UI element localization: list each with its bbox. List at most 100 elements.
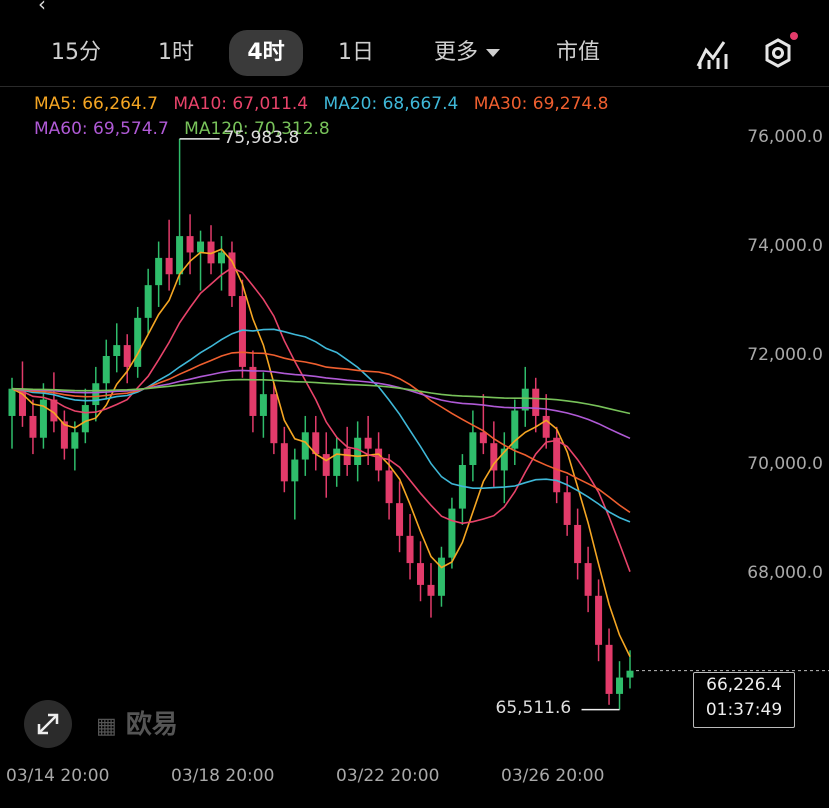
candle-body (553, 437, 561, 493)
candle-body (238, 296, 246, 367)
candle-body (134, 317, 142, 367)
tab-market-cap[interactable]: 市值 (555, 40, 600, 65)
tab-more[interactable]: 更多 (412, 30, 522, 76)
candle-body (60, 421, 68, 449)
ma30-label: MA30: 69,274.8 (473, 94, 609, 114)
candle-body (228, 252, 236, 297)
candle-body (259, 394, 267, 416)
ma60-line (11, 369, 631, 440)
candle-body (8, 388, 16, 416)
ma-legend-row-2: MA60: 69,574.7 MA120: 70,312.8 (34, 119, 330, 139)
ma10-line (11, 266, 631, 572)
candle-body (92, 383, 100, 406)
candle-body (176, 236, 184, 275)
candle-body (375, 448, 383, 471)
ma-legend-row-1: MA5: 66,264.7 MA10: 67,011.4 MA20: 68,66… (34, 94, 608, 114)
y-tick-76000: 76,000.0 (747, 127, 823, 147)
candle-body (406, 535, 414, 564)
candle-body (396, 503, 404, 536)
status-bar: ‹ (0, 0, 829, 14)
current-price: 66,226.4 (706, 675, 782, 695)
ma5-label: MA5: 66,264.7 (34, 94, 158, 114)
candle-body (123, 345, 131, 367)
candle-body (18, 388, 26, 416)
candle-body (574, 524, 582, 564)
candle-body (186, 236, 194, 253)
candle-body (207, 241, 215, 264)
candle-body (270, 394, 278, 444)
tab-15m[interactable]: 15分 (51, 40, 101, 65)
ma10-label: MA10: 67,011.4 (173, 94, 309, 114)
candle-body (322, 454, 330, 476)
candle-body (217, 252, 225, 264)
ma30-line (11, 351, 631, 514)
y-tick-72000: 72,000.0 (747, 345, 823, 365)
ma120-label: MA120: 70,312.8 (184, 119, 330, 139)
candle-body (197, 241, 205, 253)
tab-4h[interactable]: 4时 (229, 30, 303, 76)
candle-body (542, 415, 550, 438)
high-price-label: 75,983.8 (223, 127, 300, 148)
y-tick-74000: 74,000.0 (747, 236, 823, 256)
candle-body (469, 432, 477, 465)
low-price-label: 65,511.6 (495, 697, 572, 718)
candle-body (563, 492, 571, 525)
candle-body (521, 388, 529, 411)
x-tick-0314: 03/14 20:00 (6, 766, 110, 786)
candle-body (500, 448, 508, 471)
timeframe-tabs: 15分 1时 4时 1日 更多 市值 (0, 30, 829, 76)
candle-body (364, 437, 372, 449)
candle-body (584, 563, 592, 596)
ma120-line (11, 378, 631, 415)
candle-body (354, 437, 362, 465)
ma20-line (11, 328, 631, 523)
candle-body (448, 508, 456, 558)
candle-body (291, 459, 299, 482)
candle-body (616, 677, 624, 694)
chevron-down-icon (486, 49, 500, 57)
candle-body (595, 595, 603, 645)
back-icon[interactable]: ‹ (38, 0, 46, 14)
tab-more-label: 更多 (433, 40, 478, 65)
okx-logo: ▦ 欧易 (96, 704, 178, 741)
candle-body (626, 670, 634, 678)
candle-body (249, 366, 257, 416)
logo-mark-icon: ▦ (96, 714, 117, 739)
y-tick-70000: 70,000.0 (747, 454, 823, 474)
chart-icon[interactable] (694, 36, 730, 72)
candle-body (511, 410, 519, 449)
candle-body (333, 448, 341, 476)
candle-countdown: 01:37:49 (705, 700, 783, 720)
candle-body (427, 584, 435, 596)
candle-body (39, 399, 47, 438)
logo-text: 欧易 (125, 710, 178, 740)
tab-1h[interactable]: 1时 (158, 40, 194, 65)
expand-button[interactable] (24, 700, 72, 748)
candle-body (50, 399, 58, 422)
candle-body (490, 443, 498, 471)
ma20-label: MA20: 68,667.4 (323, 94, 459, 114)
tabs-divider (0, 86, 829, 87)
candle-body (155, 257, 163, 286)
candle-body (81, 405, 89, 433)
x-tick-0322: 03/22 20:00 (336, 766, 440, 786)
candle-body (280, 443, 288, 482)
current-price-box: 66,226.4 01:37:49 (693, 672, 795, 728)
settings-hexagon-icon[interactable] (758, 32, 802, 76)
candle-body (144, 285, 152, 318)
candle-body (385, 470, 393, 504)
candle-body (165, 257, 173, 275)
candle-body (479, 432, 487, 444)
ma60-label: MA60: 69,574.7 (34, 119, 169, 139)
y-tick-68000: 68,000.0 (747, 563, 823, 583)
candle-body (301, 432, 309, 460)
candle-body (312, 432, 320, 455)
expand-icon (37, 713, 59, 735)
candle-body (417, 563, 425, 585)
candle-body (343, 448, 351, 465)
candle-body (29, 415, 37, 438)
candle-body (71, 432, 79, 449)
tab-1d[interactable]: 1日 (338, 40, 374, 65)
candle-body (113, 345, 121, 356)
